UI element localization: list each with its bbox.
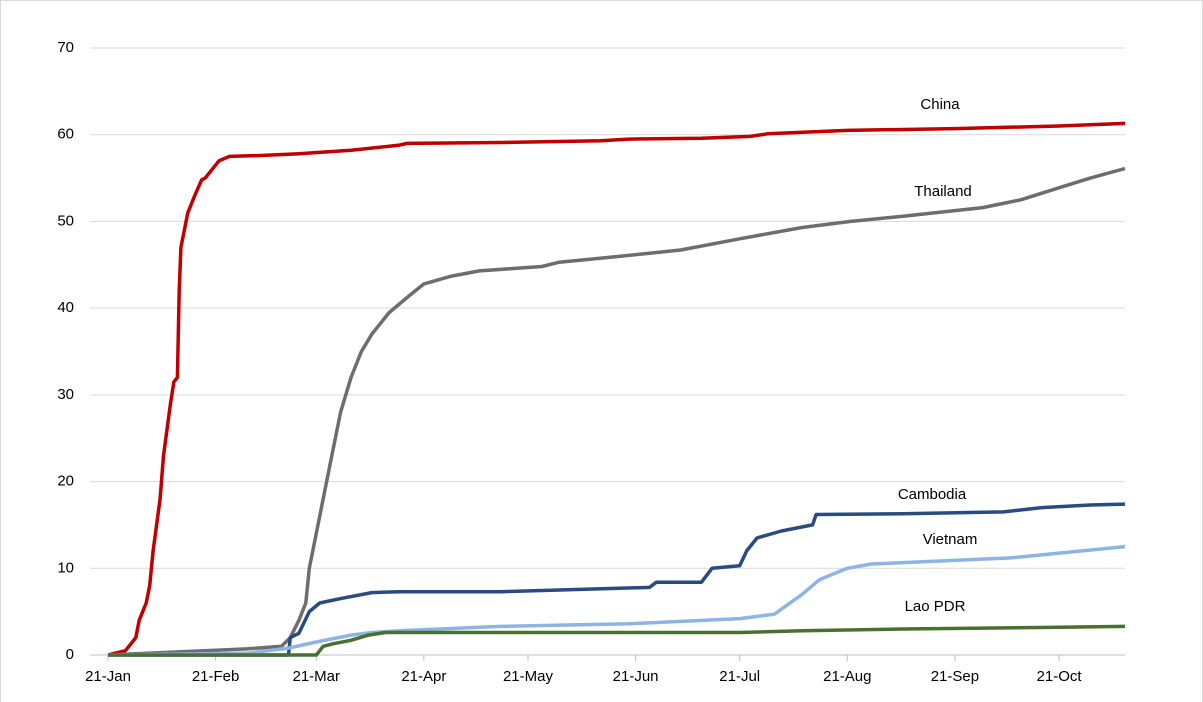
x-tick-label: 21-Jul	[719, 668, 760, 685]
y-tick-label: 50	[57, 212, 74, 229]
x-tick-label: 21-Jun	[613, 668, 659, 685]
series-line	[107, 121, 1126, 657]
series-line	[107, 544, 1126, 657]
x-tick-label: 21-Oct	[1037, 668, 1083, 685]
series-line	[107, 166, 1126, 657]
series-label: Cambodia	[898, 486, 967, 503]
x-tick-label: 21-Feb	[192, 668, 240, 685]
series-label: Lao PDR	[905, 598, 966, 615]
y-tick-label: 30	[57, 386, 74, 403]
series-line	[108, 502, 1126, 657]
y-tick-label: 60	[57, 126, 74, 143]
x-tick-label: 21-Aug	[823, 668, 871, 685]
series-label: Vietnam	[923, 531, 978, 548]
x-tick-label: 21-Apr	[401, 668, 446, 685]
x-tick-label: 21-May	[503, 668, 554, 685]
y-tick-label: 20	[57, 473, 74, 490]
y-tick-label: 40	[57, 299, 74, 316]
x-tick-label: 21-Sep	[931, 668, 979, 685]
x-tick-label: 21-Mar	[293, 668, 341, 685]
series-label: Thailand	[914, 183, 972, 200]
y-tick-label: 10	[57, 559, 74, 576]
series-label: China	[920, 96, 960, 113]
y-tick-label: 70	[57, 39, 74, 56]
x-tick-label: 21-Jan	[85, 668, 131, 685]
series-line	[108, 624, 1126, 657]
y-tick-label: 0	[66, 646, 74, 663]
